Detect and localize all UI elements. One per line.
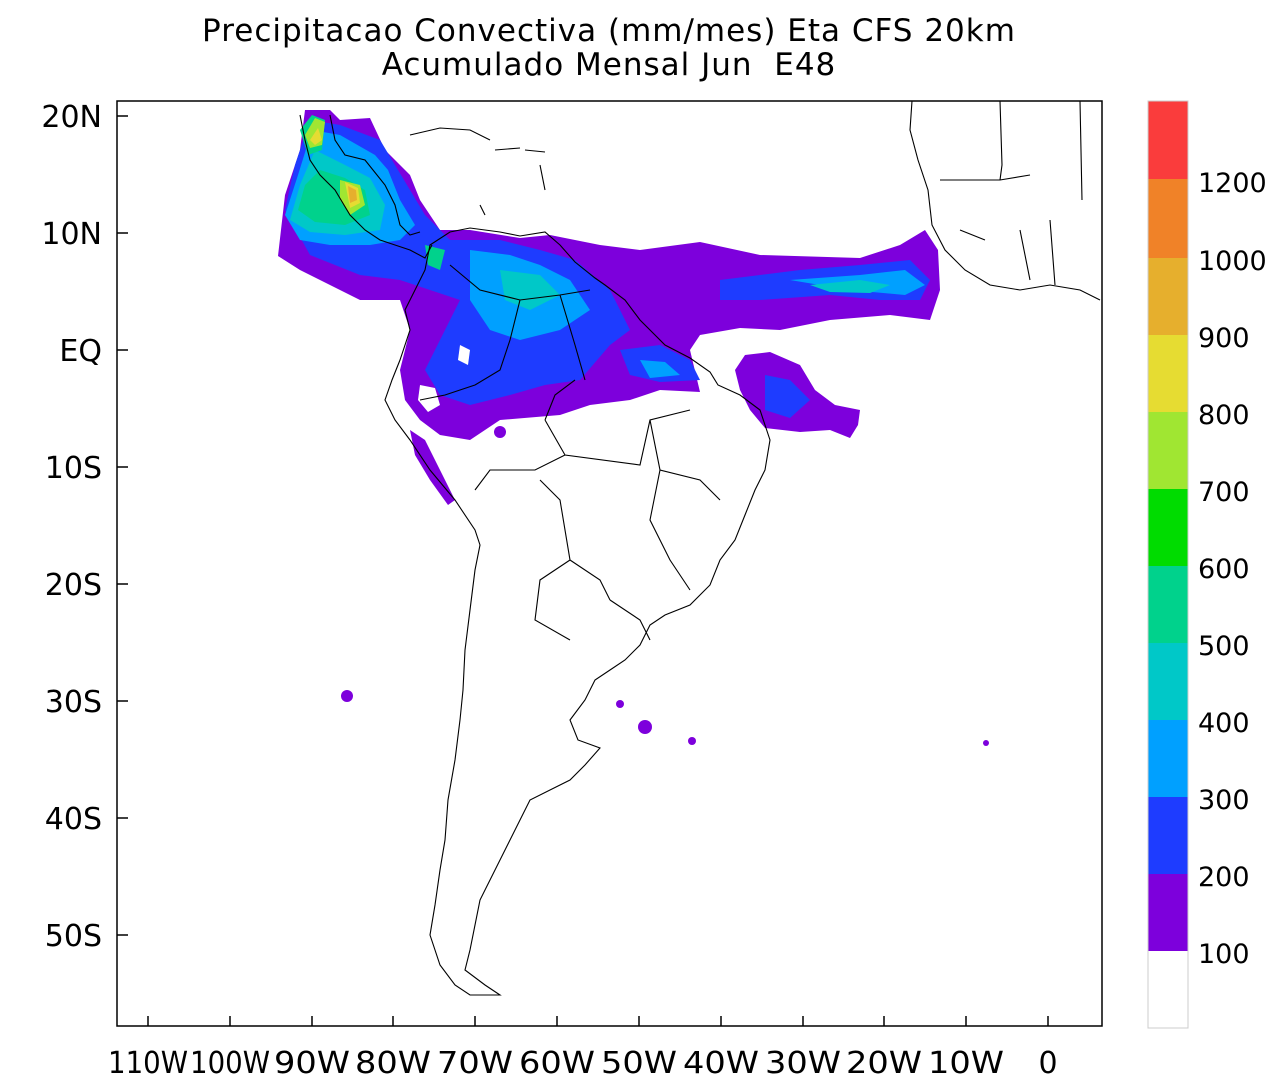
colorbar-swatch-12 [1148, 101, 1188, 179]
lon-label-20w: 20W [846, 1046, 922, 1080]
lat-label-40s: 40S [45, 802, 102, 837]
colorbar-label-200: 200 [1198, 862, 1250, 893]
lon-label-30w: 30W [765, 1046, 841, 1080]
precip-dot [983, 740, 989, 746]
colorbar [1147, 100, 1189, 1029]
colorbar-label-800: 800 [1198, 400, 1250, 431]
precip-900-1000 [348, 186, 357, 203]
precip-dot [638, 720, 652, 734]
colorbar-label-1000: 1000 [1198, 246, 1267, 277]
colorbar-swatch-1 [1148, 951, 1188, 1028]
precip-200-300 [285, 120, 930, 418]
africa-borders [940, 100, 1083, 286]
colorbar-label-1200: 1200 [1198, 168, 1267, 199]
lon-label-110w: 110W [108, 1046, 188, 1080]
colorbar-label-700: 700 [1198, 477, 1250, 508]
axis-ticks [117, 115, 1049, 1026]
lat-label-eq: EQ [59, 334, 102, 369]
lon-label-80w: 80W [355, 1046, 431, 1080]
colorbar-swatch-8 [1148, 412, 1188, 489]
precip-hole [458, 345, 470, 365]
precip-dot [616, 700, 624, 708]
lat-label-20n: 20N [41, 100, 102, 135]
coastlines [299, 100, 1101, 996]
colorbar-label-300: 300 [1198, 785, 1250, 816]
colorbar-swatch-4 [1148, 720, 1188, 797]
lon-label-60w: 60W [519, 1046, 595, 1080]
colorbar-swatch-11 [1148, 179, 1188, 258]
colorbar-label-400: 400 [1198, 708, 1250, 739]
lat-label-20s: 20S [45, 568, 102, 603]
lon-label-50w: 50W [601, 1046, 677, 1080]
colorbar-border [1147, 100, 1189, 1029]
colorbar-label-600: 600 [1198, 554, 1250, 585]
lon-label-100w: 100W [190, 1046, 270, 1080]
colorbar-swatch-2 [1148, 874, 1188, 951]
lon-label-40w: 40W [683, 1046, 759, 1080]
precip-dot [494, 426, 506, 438]
country-borders [419, 264, 721, 641]
precip-dot [341, 690, 353, 702]
colorbar-swatch-7 [1148, 489, 1188, 566]
central-america-coast [299, 114, 433, 259]
colorbar-swatch-5 [1148, 643, 1188, 720]
lon-label-90w: 90W [274, 1046, 350, 1080]
precipitation-field [278, 110, 989, 746]
colorbar-swatch-10 [1148, 258, 1188, 335]
south-america-coast [384, 227, 771, 996]
lat-label-50s: 50S [45, 919, 102, 954]
lon-label-0: 0 [1038, 1046, 1057, 1080]
title-line-1: Precipitacao Convectiva (mm/mes) Eta CFS… [202, 13, 1016, 49]
colorbar-swatch-3 [1148, 797, 1188, 874]
precip-dot [688, 737, 696, 745]
caribbean-islands [409, 127, 546, 216]
colorbar-label-100: 100 [1198, 939, 1250, 970]
map-frame [116, 100, 1103, 1027]
precip-300-400 [285, 130, 925, 378]
colorbar-swatch-9 [1148, 335, 1188, 412]
africa-coast [909, 100, 1101, 301]
colorbar-swatch-6 [1148, 566, 1188, 643]
lon-label-70w: 70W [437, 1046, 513, 1080]
lon-label-10w: 10W [928, 1046, 1004, 1080]
map-title: Precipitacao Convectiva (mm/mes) Eta CFS… [0, 14, 1218, 82]
lat-label-30s: 30S [45, 685, 102, 720]
colorbar-label-900: 900 [1198, 323, 1250, 354]
lat-label-10n: 10N [41, 217, 102, 252]
title-line-2: Acumulado Mensal Jun E48 [381, 47, 837, 83]
lat-label-10s: 10S [45, 451, 102, 486]
colorbar-label-500: 500 [1198, 631, 1250, 662]
precip-800-900 [310, 128, 360, 208]
